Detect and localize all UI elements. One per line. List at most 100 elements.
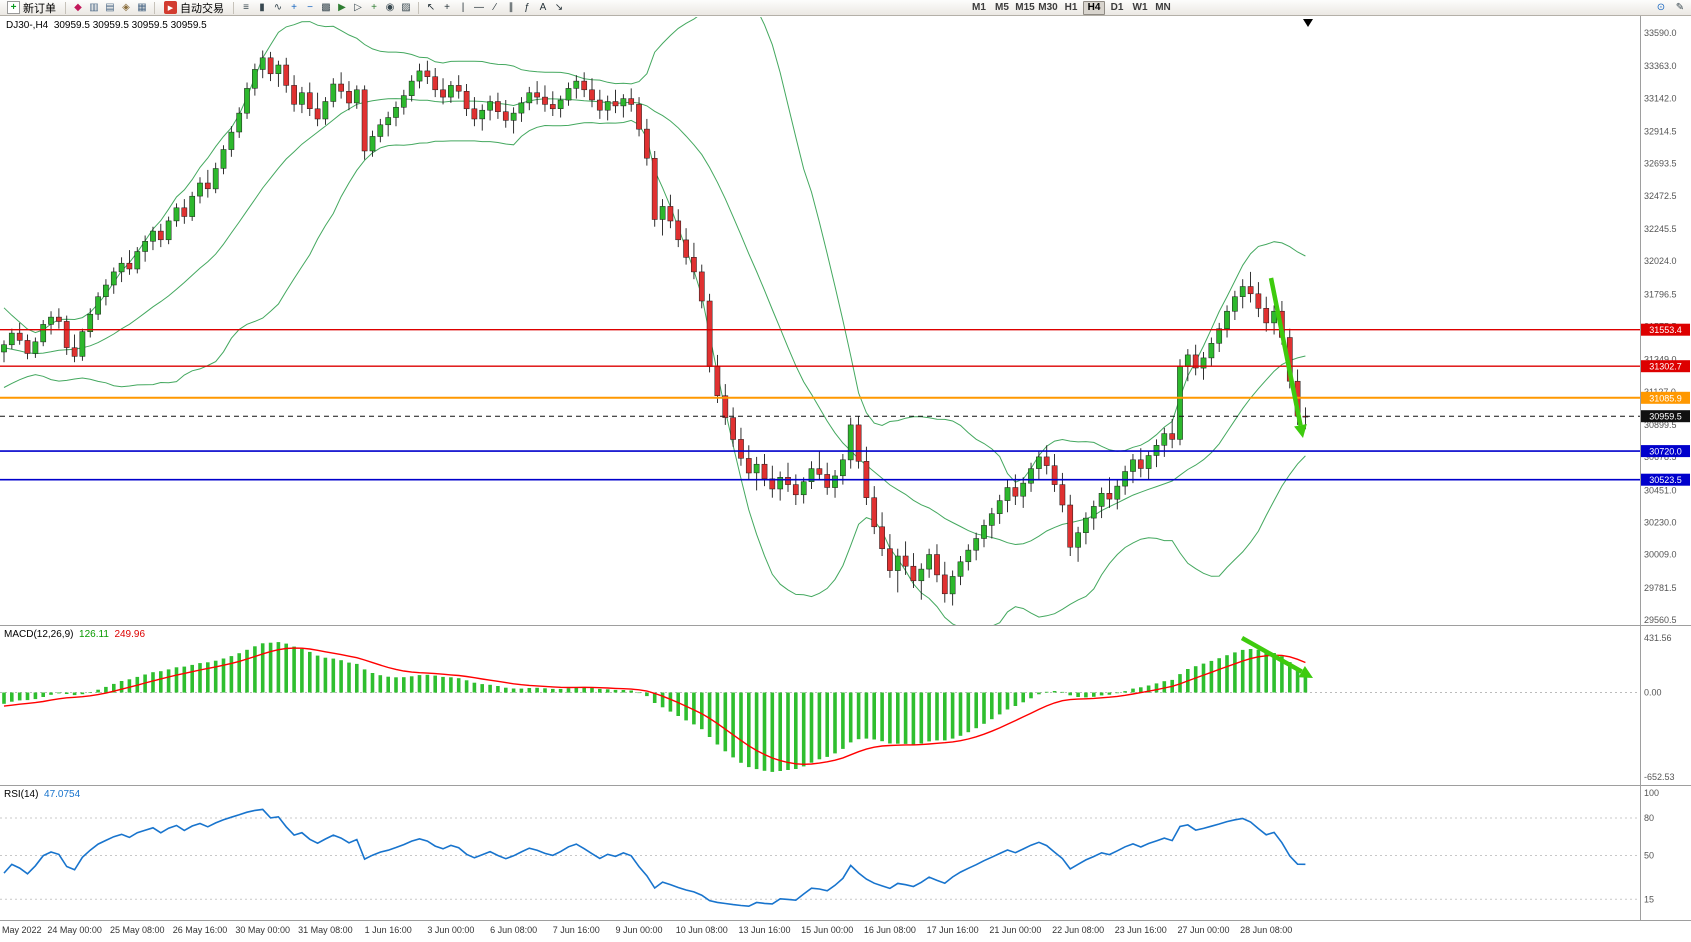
timeframe-H4[interactable]: H4 <box>1083 0 1105 15</box>
candle <box>589 89 595 101</box>
candle <box>808 468 815 482</box>
search-icon[interactable]: ⊙ <box>1653 0 1669 15</box>
arrows-icon[interactable]: ↘ <box>551 0 567 15</box>
svg-text:431.56: 431.56 <box>1644 633 1672 643</box>
channel-icon[interactable]: ∥ <box>503 0 519 15</box>
chart-shift-marker[interactable] <box>1303 19 1313 27</box>
zoom-in-icon[interactable]: + <box>286 0 302 15</box>
candle <box>785 477 791 485</box>
toolbar-separator <box>418 1 419 14</box>
svg-text:30523.5: 30523.5 <box>1649 475 1682 485</box>
timeframe-M1[interactable]: M1 <box>968 1 990 15</box>
zoom-out-icon[interactable]: − <box>302 0 318 15</box>
candle <box>181 207 188 217</box>
candle <box>910 565 917 582</box>
trend-arrow-macd[interactable] <box>1240 636 1313 678</box>
quick-edit-icon[interactable]: ✎ <box>1672 0 1688 15</box>
candle <box>714 366 721 396</box>
candle <box>918 568 925 582</box>
candle <box>79 331 86 357</box>
line-chart-icon[interactable]: ∿ <box>270 0 286 15</box>
time-axis[interactable]: May 2022 24 May 00:00 25 May 08:00 26 May 1… <box>2 925 1292 935</box>
candle <box>683 239 689 258</box>
candle <box>1184 354 1191 367</box>
new-order-button[interactable]: + 新订单 <box>2 0 61 15</box>
candle <box>542 96 548 105</box>
text-icon[interactable]: A <box>535 0 551 15</box>
navigator-icon[interactable]: ◈ <box>118 0 134 15</box>
main-chart-panel[interactable] <box>1 0 1309 628</box>
svg-text:30 May 00:00: 30 May 00:00 <box>235 925 290 935</box>
candle <box>1200 357 1207 369</box>
candle <box>16 332 23 341</box>
timeframe-M15[interactable]: M15 <box>1015 2 1035 13</box>
svg-text:22 Jun 08:00: 22 Jun 08:00 <box>1052 925 1104 935</box>
candle <box>894 555 901 571</box>
toolbar-group-chart: ≡ ▮ ∿ + − ▩ ▶ ▷ + ◉ ▨ <box>238 0 414 15</box>
candle <box>1122 471 1128 487</box>
svg-text:31302.7: 31302.7 <box>1649 362 1682 372</box>
trendline-icon[interactable]: ∕ <box>487 0 503 15</box>
candle <box>400 95 407 108</box>
candle <box>636 104 642 130</box>
timeframe-W1[interactable]: W1 <box>1129 1 1151 15</box>
candle <box>40 324 47 343</box>
candle <box>440 89 446 98</box>
candlestick-chart-icon[interactable]: ▮ <box>254 0 270 15</box>
candle <box>824 474 831 488</box>
candle <box>1004 487 1011 501</box>
toolbar-group-right: ⊙ ✎ <box>1653 0 1688 15</box>
bar-chart-icon[interactable]: ≡ <box>238 0 254 15</box>
candle <box>973 538 980 551</box>
indicators-icon[interactable]: + <box>366 0 382 15</box>
svg-text:3 Jun 00:00: 3 Jun 00:00 <box>427 925 474 935</box>
autotrading-button[interactable]: ▶ 自动交易 <box>159 0 229 15</box>
timeframe-D1[interactable]: D1 <box>1106 1 1128 15</box>
vertical-line-icon[interactable]: | <box>455 0 471 15</box>
crosshair-icon[interactable]: + <box>439 0 455 15</box>
candle <box>667 206 674 222</box>
candle <box>330 83 337 102</box>
candle <box>212 168 219 190</box>
candle <box>534 92 540 98</box>
market-watch-icon[interactable]: ▥ <box>86 0 102 15</box>
timeframe-M30[interactable]: M30 <box>1038 2 1058 13</box>
timeframe-MN[interactable]: MN <box>1152 1 1174 15</box>
candle <box>581 80 588 91</box>
cursor-icon[interactable]: ↖ <box>423 0 439 15</box>
candle <box>847 424 854 461</box>
mql5-community-icon[interactable]: ◆ <box>70 0 86 15</box>
candle <box>706 300 713 367</box>
horizontal-line-icon[interactable]: — <box>471 0 487 15</box>
svg-text:100: 100 <box>1644 788 1659 798</box>
fibonacci-icon[interactable]: ƒ <box>519 0 535 15</box>
templates-icon[interactable]: ▨ <box>398 0 414 15</box>
macd-signal-value: 249.96 <box>114 629 146 640</box>
svg-text:30451.0: 30451.0 <box>1644 485 1677 495</box>
candle <box>738 439 744 459</box>
candle <box>353 89 360 104</box>
candle <box>455 85 462 92</box>
price-tag-31085.9: 31085.9 <box>1641 391 1690 404</box>
candle <box>471 108 478 120</box>
terminal-icon[interactable]: ▦ <box>134 0 150 15</box>
data-window-icon[interactable]: ▤ <box>102 0 118 15</box>
candle <box>32 341 39 354</box>
chart-shift-icon[interactable]: ▷ <box>350 0 366 15</box>
candle <box>228 131 235 150</box>
svg-text:33363.0: 33363.0 <box>1644 61 1677 71</box>
timeframe-M5[interactable]: M5 <box>991 1 1013 15</box>
svg-text:15: 15 <box>1644 894 1654 904</box>
candle <box>620 98 627 107</box>
periods-icon[interactable]: ◉ <box>382 0 398 15</box>
timeframe-H1[interactable]: H1 <box>1060 1 1082 15</box>
candle <box>408 80 415 96</box>
candle <box>612 101 619 107</box>
trend-arrow-main[interactable] <box>1268 277 1307 438</box>
auto-scroll-icon[interactable]: ▶ <box>334 0 350 15</box>
candle <box>769 478 776 490</box>
svg-text:-652.53: -652.53 <box>1644 772 1675 782</box>
tile-windows-icon[interactable]: ▩ <box>318 0 334 15</box>
svg-text:7 Jun 16:00: 7 Jun 16:00 <box>553 925 600 935</box>
